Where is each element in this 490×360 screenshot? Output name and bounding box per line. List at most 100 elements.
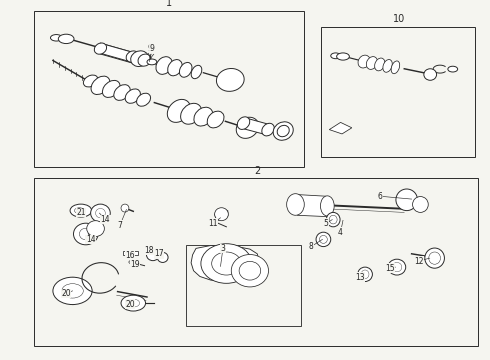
- Text: 16: 16: [125, 251, 135, 260]
- Polygon shape: [244, 117, 269, 135]
- Text: 21: 21: [76, 208, 86, 217]
- Ellipse shape: [62, 284, 83, 298]
- Ellipse shape: [74, 208, 84, 213]
- Text: 9: 9: [147, 44, 152, 53]
- Text: 6: 6: [377, 192, 382, 201]
- Ellipse shape: [156, 57, 172, 75]
- Ellipse shape: [114, 85, 130, 100]
- Polygon shape: [294, 194, 329, 217]
- Ellipse shape: [121, 204, 129, 212]
- Ellipse shape: [236, 117, 259, 138]
- Text: 13: 13: [355, 273, 365, 282]
- Ellipse shape: [121, 295, 146, 311]
- Polygon shape: [215, 210, 228, 220]
- Ellipse shape: [129, 260, 136, 264]
- Text: 19: 19: [130, 260, 140, 269]
- Text: 14: 14: [100, 215, 110, 224]
- Ellipse shape: [329, 215, 337, 224]
- Text: 19: 19: [130, 260, 140, 269]
- Ellipse shape: [157, 252, 168, 262]
- Text: 18: 18: [145, 246, 154, 255]
- Ellipse shape: [392, 262, 402, 272]
- Ellipse shape: [212, 252, 241, 275]
- Text: 14: 14: [100, 215, 110, 224]
- Ellipse shape: [201, 244, 252, 283]
- Text: 4: 4: [338, 228, 343, 237]
- Polygon shape: [191, 246, 260, 282]
- Ellipse shape: [367, 57, 377, 69]
- Ellipse shape: [231, 255, 269, 287]
- Ellipse shape: [138, 54, 151, 66]
- Ellipse shape: [287, 194, 304, 215]
- Ellipse shape: [50, 35, 62, 41]
- Text: 18: 18: [145, 246, 154, 255]
- Ellipse shape: [94, 43, 107, 54]
- Bar: [34, 178, 478, 346]
- Ellipse shape: [425, 248, 444, 268]
- Text: 15: 15: [385, 264, 394, 273]
- Ellipse shape: [168, 59, 182, 76]
- Ellipse shape: [83, 75, 98, 87]
- Bar: [34, 11, 304, 167]
- Ellipse shape: [424, 69, 437, 80]
- Ellipse shape: [388, 259, 406, 275]
- Ellipse shape: [277, 125, 289, 137]
- Ellipse shape: [58, 34, 74, 44]
- Text: 15: 15: [385, 264, 394, 273]
- Ellipse shape: [74, 223, 98, 245]
- Ellipse shape: [207, 111, 224, 128]
- Text: 14: 14: [86, 235, 96, 244]
- Text: 9: 9: [149, 44, 154, 53]
- Ellipse shape: [137, 93, 150, 106]
- Ellipse shape: [262, 123, 274, 136]
- Text: 8: 8: [309, 242, 314, 251]
- Text: 20: 20: [61, 289, 71, 298]
- Ellipse shape: [383, 59, 392, 72]
- Ellipse shape: [91, 76, 110, 95]
- Ellipse shape: [91, 204, 110, 222]
- Ellipse shape: [179, 62, 192, 77]
- Text: 7: 7: [118, 220, 122, 230]
- Text: 5: 5: [323, 219, 328, 228]
- Text: 12: 12: [414, 256, 424, 265]
- Text: 11: 11: [208, 219, 218, 228]
- Ellipse shape: [191, 65, 202, 79]
- Bar: [186, 245, 301, 326]
- Text: 11: 11: [208, 219, 218, 228]
- Ellipse shape: [125, 89, 140, 103]
- Polygon shape: [100, 43, 135, 63]
- Text: 20: 20: [125, 300, 135, 309]
- Ellipse shape: [361, 270, 369, 279]
- Ellipse shape: [147, 249, 159, 261]
- Polygon shape: [329, 122, 352, 134]
- Text: 20: 20: [125, 300, 135, 309]
- Text: 12: 12: [414, 256, 424, 265]
- Ellipse shape: [215, 208, 228, 221]
- Ellipse shape: [70, 204, 92, 217]
- Bar: [321, 27, 475, 157]
- Ellipse shape: [102, 80, 120, 98]
- Ellipse shape: [181, 103, 201, 124]
- Ellipse shape: [429, 252, 441, 264]
- Text: 20: 20: [61, 289, 71, 298]
- Ellipse shape: [316, 232, 331, 247]
- Ellipse shape: [391, 61, 400, 74]
- Ellipse shape: [87, 221, 104, 237]
- Text: 3: 3: [220, 244, 225, 253]
- Ellipse shape: [96, 208, 105, 218]
- Ellipse shape: [413, 197, 428, 212]
- Text: 8: 8: [309, 242, 314, 251]
- Text: 3: 3: [220, 244, 225, 253]
- Bar: [123, 251, 138, 255]
- Ellipse shape: [337, 53, 349, 60]
- Ellipse shape: [167, 99, 191, 122]
- Ellipse shape: [448, 66, 458, 72]
- Ellipse shape: [127, 299, 140, 307]
- Ellipse shape: [126, 51, 139, 62]
- Ellipse shape: [396, 189, 417, 211]
- Ellipse shape: [237, 117, 250, 130]
- Text: 14: 14: [86, 235, 96, 244]
- Ellipse shape: [194, 107, 213, 126]
- Text: 13: 13: [355, 273, 365, 282]
- Ellipse shape: [358, 55, 370, 68]
